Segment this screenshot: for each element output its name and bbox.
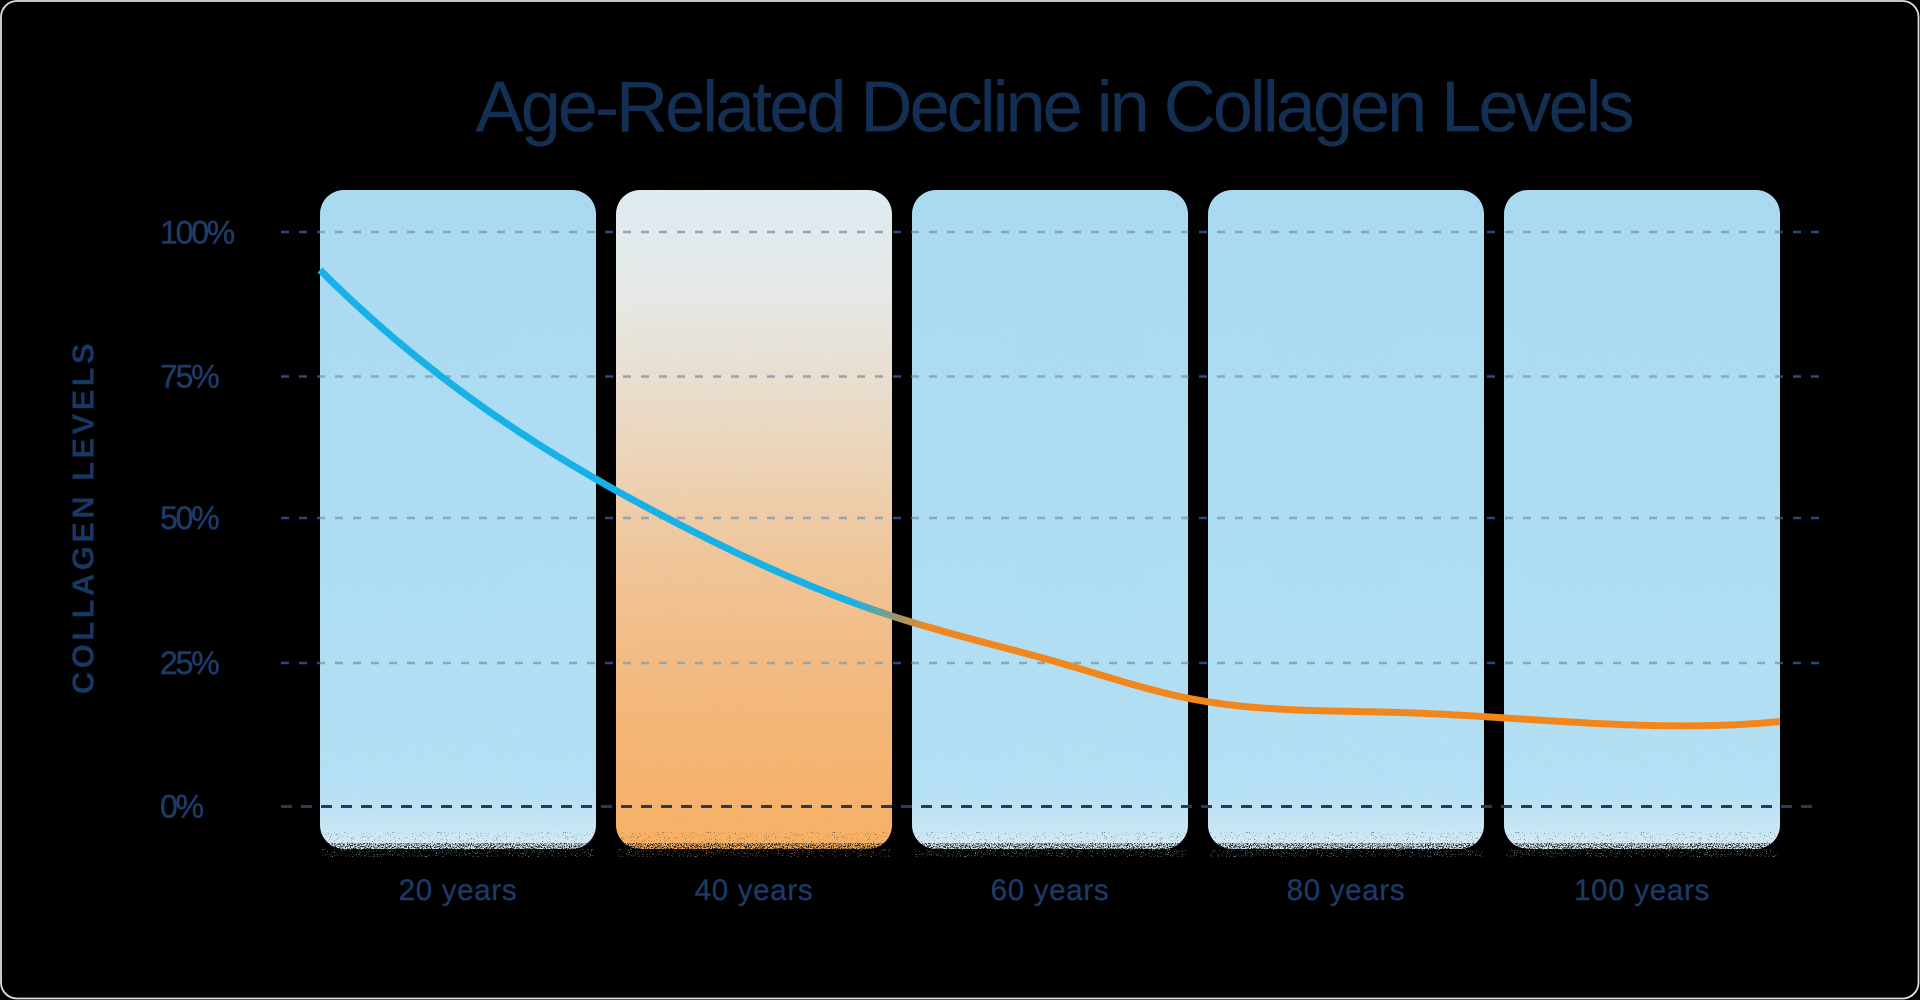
svg-text:Age-Related Decline in Collage: Age-Related Decline in Collagen Levels <box>476 67 1633 148</box>
svg-text:0%: 0% <box>160 789 204 825</box>
svg-text:75%: 75% <box>160 359 219 395</box>
svg-text:100 years: 100 years <box>1574 874 1710 907</box>
svg-text:25%: 25% <box>160 645 219 681</box>
svg-text:COLLAGEN LEVELS: COLLAGEN LEVELS <box>66 340 101 694</box>
svg-text:40 years: 40 years <box>695 874 814 907</box>
svg-text:50%: 50% <box>160 500 219 536</box>
svg-text:60 years: 60 years <box>991 874 1110 907</box>
svg-text:80 years: 80 years <box>1287 874 1406 907</box>
svg-text:20 years: 20 years <box>399 874 518 907</box>
svg-text:100%: 100% <box>160 215 235 251</box>
